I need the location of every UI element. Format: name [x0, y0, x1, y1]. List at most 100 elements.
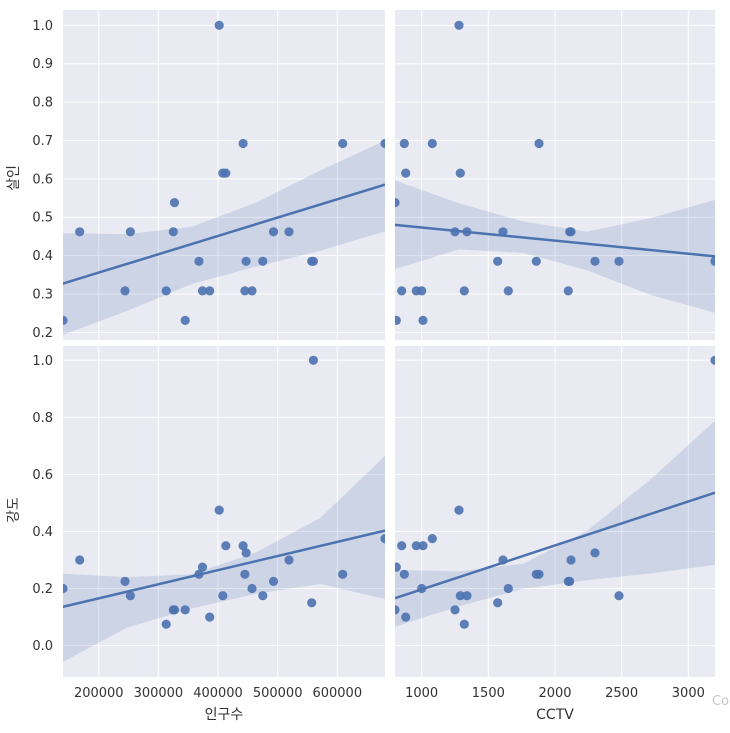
scatter-point	[238, 541, 248, 551]
clipped-text-fragment: Co	[712, 694, 729, 709]
panel-r0-c1	[395, 10, 715, 340]
scatter-point	[427, 138, 437, 149]
x-tick-label: 300000	[134, 686, 184, 701]
y-tick-label: 0.8	[32, 411, 53, 426]
scatter-point	[590, 548, 600, 558]
confidence-band	[395, 180, 715, 313]
scatter-point	[197, 286, 208, 296]
scatter-point	[710, 355, 715, 365]
scatter-point	[427, 534, 437, 544]
regression-line	[63, 529, 385, 609]
scatter-point	[125, 227, 135, 237]
confidence-band	[63, 455, 385, 662]
scatter-point	[338, 569, 348, 579]
scatter-point	[380, 534, 385, 544]
scatter-point	[455, 168, 465, 178]
y-tick-label: 0.4	[32, 525, 53, 540]
scatter-point	[238, 138, 248, 149]
y-axis-label-robbery: 강도	[6, 497, 22, 523]
panel-r1-c0	[63, 346, 385, 677]
x-tick-label: 600000	[312, 686, 362, 701]
scatter-point	[590, 256, 600, 266]
x-axis-label-population: 인구수	[205, 707, 244, 723]
scatter-point	[120, 576, 130, 587]
scatter-point	[63, 315, 68, 325]
scatter-point	[161, 286, 171, 296]
x-tick-label: 1000	[405, 686, 438, 701]
x-tick-label: 2000	[538, 686, 571, 701]
scatter-point	[284, 555, 294, 565]
regression-line	[395, 223, 715, 258]
confidence-band	[63, 140, 385, 335]
regression-line	[63, 183, 385, 285]
y-tick-label: 0.2	[32, 326, 53, 341]
scatter-point	[221, 168, 231, 178]
scatter-point	[221, 541, 231, 551]
panel-background	[63, 346, 385, 677]
scatter-point	[614, 591, 624, 601]
scatter-point	[462, 227, 472, 237]
y-tick-label: 0.0	[32, 639, 53, 654]
x-tick-label: 500000	[253, 686, 303, 701]
scatter-point	[161, 619, 171, 629]
x-tick-label: 400000	[193, 686, 243, 701]
scatter-point	[566, 555, 576, 565]
scatter-point	[401, 168, 411, 178]
scatter-point	[503, 583, 513, 594]
scatter-point	[450, 605, 460, 615]
y-tick-label: 0.6	[32, 172, 53, 187]
scatter-point	[75, 555, 85, 565]
scatter-point	[241, 256, 251, 266]
scatter-point	[395, 198, 400, 208]
scatter-point	[380, 138, 385, 149]
scatter-point	[563, 286, 573, 296]
scatter-point	[205, 286, 215, 296]
scatter-point	[214, 20, 224, 30]
x-tick-label: 3000	[672, 686, 705, 701]
scatter-point	[459, 286, 469, 296]
scatter-point	[395, 562, 401, 572]
scatter-point	[454, 505, 464, 515]
confidence-band	[395, 420, 715, 627]
scatter-point	[197, 562, 208, 572]
scatter-point	[395, 315, 401, 325]
scatter-point	[268, 227, 279, 237]
y-tick-label: 0.2	[32, 582, 53, 597]
x-axis-label-cctv: CCTV	[536, 707, 574, 723]
scatter-point	[218, 591, 228, 601]
y-tick-label: 1.0	[32, 354, 53, 369]
scatter-point	[614, 256, 624, 266]
regression-line	[395, 491, 715, 600]
scatter-point	[710, 256, 715, 266]
panel-r0-c0	[63, 10, 385, 340]
scatter-point	[338, 138, 348, 149]
scatter-point	[240, 569, 250, 579]
scatter-point	[63, 583, 68, 594]
y-tick-label: 0.8	[32, 96, 53, 111]
scatter-point	[462, 591, 472, 601]
scatter-point	[247, 286, 257, 296]
y-tick-label: 0.3	[32, 287, 53, 302]
scatter-point	[401, 612, 411, 622]
scatter-point	[180, 315, 190, 325]
scatter-point	[308, 256, 318, 266]
x-tick-label: 200000	[74, 686, 124, 701]
scatter-point	[241, 548, 251, 558]
scatter-point	[125, 591, 135, 601]
scatter-point	[450, 227, 460, 237]
scatter-point	[169, 198, 180, 208]
x-tick-label: 1500	[472, 686, 505, 701]
scatter-point	[503, 286, 513, 296]
scatter-point	[247, 583, 257, 594]
scatter-point	[399, 138, 409, 149]
y-tick-label: 0.5	[32, 211, 53, 226]
x-tick-label: 2500	[605, 686, 638, 701]
scatter-point	[240, 286, 250, 296]
scatter-point	[459, 619, 469, 629]
scatter-point	[258, 591, 268, 601]
scatter-point	[120, 286, 130, 296]
scatter-point	[418, 315, 428, 325]
scatter-point	[531, 256, 541, 266]
scatter-point	[205, 612, 215, 622]
